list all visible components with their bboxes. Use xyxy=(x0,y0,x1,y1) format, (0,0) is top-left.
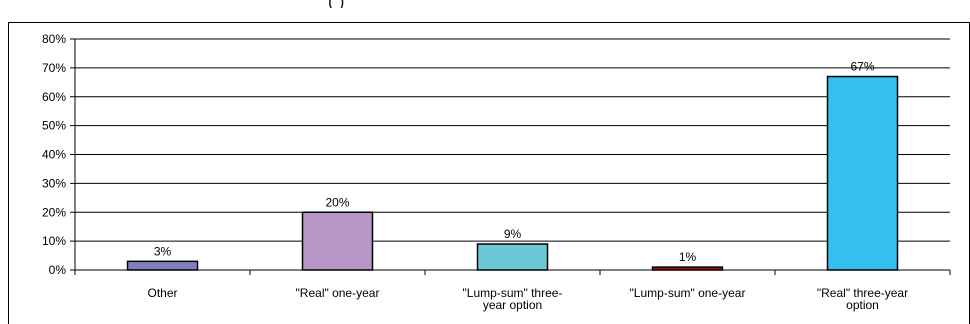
y-tick-label: 20% xyxy=(42,205,66,219)
data-label: 3% xyxy=(154,244,172,258)
x-tick-label: "Lump-sum" three- xyxy=(463,286,563,300)
x-tick-label: year option xyxy=(483,298,542,312)
y-tick-label: 60% xyxy=(42,90,66,104)
x-tick-label: "Lump-sum" one-year xyxy=(630,286,746,300)
y-tick-label: 40% xyxy=(42,148,66,162)
y-tick-label: 50% xyxy=(42,119,66,133)
data-label: 67% xyxy=(850,60,874,74)
data-label: 1% xyxy=(679,250,697,264)
bar xyxy=(826,75,899,271)
y-tick-label: 30% xyxy=(42,176,66,190)
x-tick-label: Other xyxy=(147,286,177,300)
clipped-heading: ( ) xyxy=(328,0,628,8)
bar xyxy=(476,243,549,271)
bar xyxy=(301,211,374,271)
y-tick-label: 0% xyxy=(49,263,67,277)
bar xyxy=(126,260,199,271)
x-tick-label: "Real" three-year xyxy=(817,286,908,300)
y-tick-label: 10% xyxy=(42,234,66,248)
data-label: 20% xyxy=(325,195,349,209)
bar xyxy=(651,266,724,271)
x-tick-label: "Real" one-year xyxy=(296,286,380,300)
y-tick-label: 70% xyxy=(42,61,66,75)
y-tick-label: 80% xyxy=(42,32,66,46)
data-label: 9% xyxy=(504,227,522,241)
x-tick-label: option xyxy=(846,298,879,312)
